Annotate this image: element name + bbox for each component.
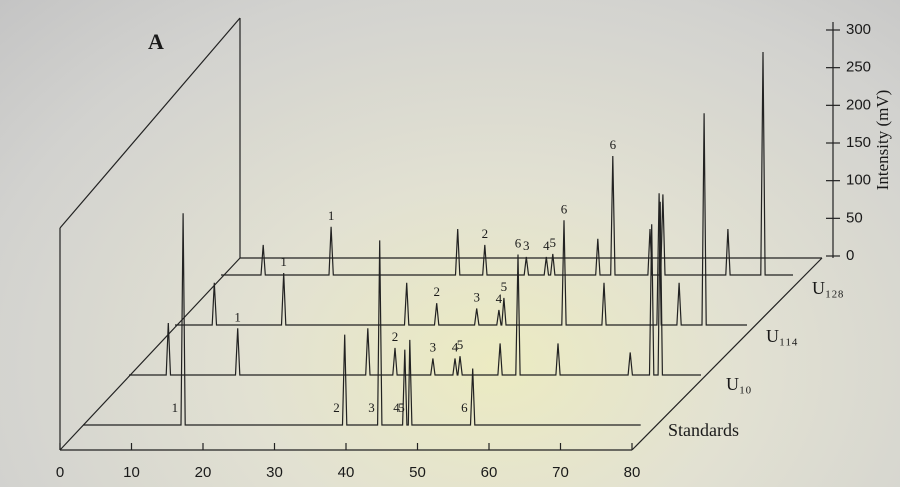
floor-right-edge [631,257,823,451]
peak-label: 5 [457,337,464,352]
x-tick-label: 80 [624,464,641,481]
x-tick-label: 30 [266,464,283,481]
peak-label: 1 [234,309,241,324]
series-label: U₁₁₄ [766,326,798,346]
y-tick-label: 200 [846,96,871,113]
peak-label: 2 [482,226,489,241]
peak-label: 4 [393,400,400,415]
trace [129,201,701,376]
x-tick-label: 20 [195,464,212,481]
left-wall-top [59,17,241,229]
peak-label: 1 [328,208,335,223]
peak-label: 6 [610,137,617,152]
y-tick-label: 250 [846,59,871,76]
x-tick-label: 40 [338,464,355,481]
y-tick-label: 100 [846,172,871,189]
panel-label: A [148,29,164,54]
y-tick-label: 50 [846,209,863,226]
x-tick-label: 70 [552,464,569,481]
x-tick-label: 50 [409,464,426,481]
peak-label: 3 [430,339,437,354]
trace [221,51,793,276]
peak-label: 6 [515,235,522,250]
peak-label: 5 [550,235,557,250]
x-tick-label: 60 [481,464,498,481]
peak-label: 2 [392,329,399,344]
peak-label: 3 [473,289,480,304]
x-tick-label: 10 [123,464,140,481]
peak-label: 3 [368,400,375,415]
x-tick-label: 0 [56,464,64,481]
floor-left-edge [59,257,241,451]
peak-label: 5 [501,279,508,294]
peak-label: 2 [333,400,340,415]
peak-label: 6 [561,201,568,216]
trace [175,113,747,326]
y-tick-label: 0 [846,247,854,264]
peak-label: 6 [461,400,468,415]
series-label: U₁₂₈ [812,278,844,298]
y-tick-label: 150 [846,134,871,151]
peak-label: 2 [433,284,440,299]
peak-label: 3 [523,238,530,253]
peak-label: 4 [496,291,503,306]
y-tick-label: 300 [846,21,871,38]
peak-label: 1 [280,254,287,269]
trace [83,213,641,426]
series-label: U₁₀ [726,374,752,394]
peak-label: 4 [543,238,550,253]
series-label: Standards [668,420,739,440]
peak-label: 5 [398,400,405,415]
frame [59,17,834,451]
peak-label: 4 [452,339,459,354]
peak-label: 1 [172,400,179,415]
y-axis-title: Intensity (mV) [873,90,892,191]
